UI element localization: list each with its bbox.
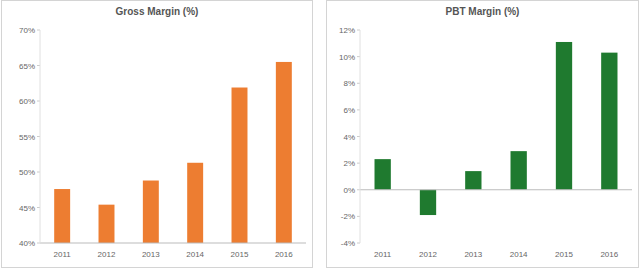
panel-frame bbox=[327, 1, 639, 268]
bar bbox=[276, 62, 292, 243]
bar bbox=[420, 190, 436, 215]
bar bbox=[556, 42, 572, 190]
bar bbox=[99, 205, 115, 243]
tick-label: 45% bbox=[19, 204, 35, 213]
tick-label: 60% bbox=[19, 97, 35, 106]
tick-label: 50% bbox=[19, 168, 35, 177]
category-label: 2014 bbox=[510, 250, 528, 259]
bar bbox=[465, 171, 481, 190]
tick-label: 70% bbox=[19, 26, 35, 35]
tick-label: 8% bbox=[343, 79, 355, 88]
category-label: 2016 bbox=[275, 250, 293, 259]
bar bbox=[511, 151, 527, 190]
y-axis-line bbox=[40, 30, 41, 243]
panel-frame bbox=[2, 1, 313, 268]
bar bbox=[54, 189, 70, 243]
category-label: 2013 bbox=[464, 250, 482, 259]
tick-label: 10% bbox=[339, 53, 355, 62]
category-label: 2011 bbox=[54, 250, 72, 259]
chart-title: PBT Margin (%) bbox=[446, 6, 520, 17]
category-label: 2015 bbox=[555, 250, 573, 259]
tick-label: -4% bbox=[341, 239, 355, 248]
y-axis-line bbox=[360, 30, 361, 243]
x-axis-line bbox=[40, 243, 306, 244]
tick-label: 65% bbox=[19, 62, 35, 71]
bars bbox=[375, 42, 618, 215]
bar bbox=[232, 88, 248, 243]
category-label: 2011 bbox=[374, 250, 392, 259]
tick-label: 55% bbox=[19, 133, 35, 142]
tick-label: 12% bbox=[339, 26, 355, 35]
category-label: 2012 bbox=[98, 250, 116, 259]
category-label: 2012 bbox=[419, 250, 437, 259]
category-label: 2013 bbox=[142, 250, 160, 259]
tick-label: 2% bbox=[343, 159, 355, 168]
bar bbox=[143, 181, 159, 243]
bar bbox=[187, 163, 203, 243]
tick-label: 6% bbox=[343, 106, 355, 115]
bar bbox=[375, 159, 391, 190]
figure: Gross Margin (%) 40% 45% 50% 55% 60% 65% 70% 201… bbox=[0, 0, 640, 268]
chart-panel: PBT Margin (%) -4% -2% 0% 2% 4% 6% 8% 10% 12% 2011… bbox=[327, 1, 639, 268]
chart-title: Gross Margin (%) bbox=[116, 6, 199, 17]
x-axis-line bbox=[360, 189, 632, 190]
category-label: 2014 bbox=[186, 250, 204, 259]
chart-panel: Gross Margin (%) 40% 45% 50% 55% 60% 65% 70% 201… bbox=[2, 1, 313, 268]
tick-label: 40% bbox=[19, 239, 35, 248]
tick-label: 0% bbox=[343, 186, 355, 195]
bars bbox=[54, 62, 292, 243]
tick-label: -2% bbox=[341, 212, 355, 221]
bar bbox=[601, 53, 617, 190]
tick-label: 4% bbox=[343, 133, 355, 142]
category-label: 2016 bbox=[600, 250, 618, 259]
category-label: 2015 bbox=[231, 250, 249, 259]
